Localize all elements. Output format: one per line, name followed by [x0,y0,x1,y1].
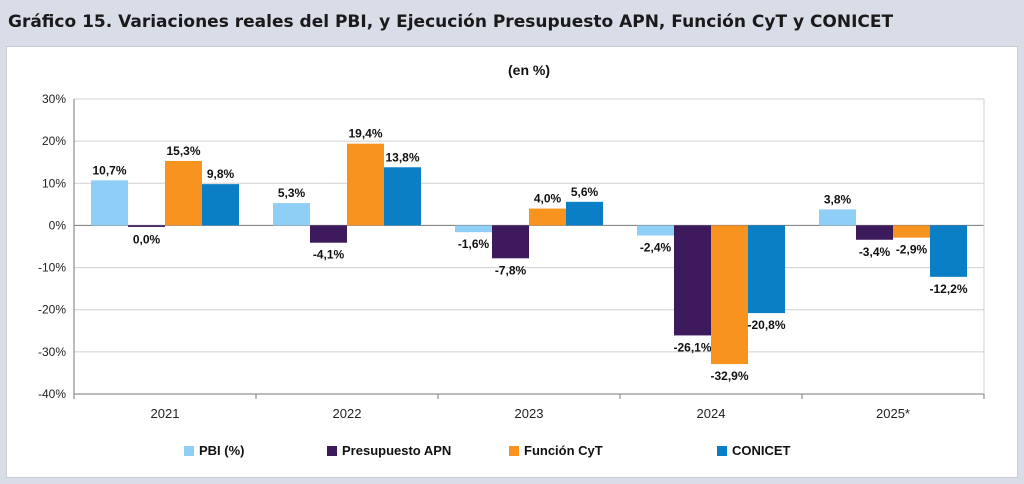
legend-swatch [327,446,337,456]
figure-title: Gráfico 15. Variaciones reales del PBI, … [8,12,894,32]
bar [711,225,748,365]
bar [674,225,711,336]
data-label: -32,9% [710,369,748,383]
data-label: -1,6% [458,237,490,251]
y-tick-label: -40% [38,387,66,401]
data-label: 5,6% [571,185,599,199]
data-label: 5,3% [278,186,306,200]
bar [856,225,893,240]
bar [893,225,930,238]
legend-label: Función CyT [524,443,603,458]
data-label: 3,8% [824,192,852,206]
y-tick-label: 30% [42,92,66,106]
bar [310,225,347,243]
legend-swatch [717,446,727,456]
x-tick-label: 2023 [515,406,544,421]
legend-label: PBI (%) [199,443,245,458]
y-tick-label: 20% [42,134,66,148]
bar [128,225,165,227]
data-label: 4,0% [534,192,562,206]
data-label: -7,8% [495,263,527,277]
data-label: -3,4% [859,245,891,259]
data-label: -26,1% [673,340,711,354]
bar [91,180,128,226]
data-label: 19,4% [348,127,382,141]
y-tick-label: -10% [38,261,66,275]
bar [930,225,967,277]
x-tick-label: 2022 [333,406,362,421]
bar [347,143,384,226]
bar [566,201,603,226]
data-label: 0,0% [133,232,161,246]
legend-swatch [509,446,519,456]
figure-header: Gráfico 15. Variaciones reales del PBI, … [0,0,1024,44]
chart-subtitle: (en %) [508,62,550,78]
x-tick-label: 2021 [151,406,180,421]
y-tick-label: -30% [38,345,66,359]
data-label: -20,8% [747,318,785,332]
y-tick-label: -20% [38,303,66,317]
data-label: -12,2% [929,282,967,296]
bar [637,225,674,236]
bar [165,160,202,226]
bar [384,167,421,226]
bar [492,225,529,259]
data-label: 10,7% [92,163,126,177]
x-tick-label: 2024 [697,406,726,421]
bar [455,225,492,233]
bar [273,203,310,226]
data-label: 13,8% [385,150,419,164]
data-label: -4,1% [313,248,345,262]
data-label: -2,4% [640,241,672,255]
data-label: 9,8% [207,167,235,181]
bar [529,208,566,226]
legend-label: Presupuesto APN [342,443,451,458]
chart-panel [6,46,1018,478]
bar [819,209,856,226]
bar [202,184,239,226]
x-tick-label: 2025* [876,406,910,421]
legend-label: CONICET [732,443,791,458]
y-tick-label: 0% [49,218,67,232]
data-label: 15,3% [166,144,200,158]
data-label: -2,9% [896,243,928,257]
y-tick-label: 10% [42,176,66,190]
bar [748,225,785,314]
legend-swatch [184,446,194,456]
